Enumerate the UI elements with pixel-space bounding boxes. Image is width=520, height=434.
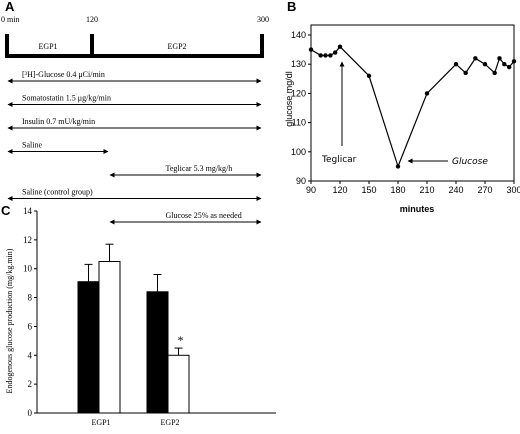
panel-letter-a: A	[5, 0, 15, 14]
data-point	[424, 91, 430, 96]
data-point	[395, 164, 401, 169]
protocol-label: Saline	[22, 141, 42, 150]
annotations: Teglicar Glucose	[321, 61, 488, 167]
y-tick-label: 130	[291, 59, 306, 69]
data-point	[366, 73, 372, 79]
timeline-bar	[5, 34, 264, 58]
data-point	[482, 61, 488, 67]
x-tick-label: EGP1	[91, 418, 110, 427]
y-axis-label: Endogenous glucose production (mg/kg.min…	[5, 248, 14, 393]
period-label-egp2: EGP2	[167, 42, 186, 51]
bar	[167, 354, 190, 414]
y-tick-label: 4	[28, 350, 33, 360]
data-point	[332, 50, 338, 55]
protocol-label: Teglicar 5.3 mg/kg/h	[166, 164, 233, 173]
time-label-start: 0 min	[1, 15, 19, 24]
y-tick-label: 6	[28, 321, 33, 331]
protocol-label: Saline (control group)	[22, 188, 93, 197]
time-label-mid: 120	[86, 15, 98, 24]
y-tick-label: 0	[28, 408, 33, 418]
protocol-label: [³H]-Glucose 0.4 μCi/min	[22, 70, 105, 79]
time-label-end: 300	[257, 15, 269, 24]
x-tick-label: 90	[306, 185, 316, 195]
x-tick-label: 210	[419, 185, 434, 195]
data-point	[497, 56, 502, 61]
x-tick-label: 180	[390, 185, 405, 195]
x-tick-label: 270	[477, 185, 492, 195]
annotation-teglicar: Teglicar	[321, 155, 357, 165]
glucose-line-chart: B glucose mg/dl minutes 90 120 150 180 210 24…	[284, 0, 520, 214]
annotation-glucose: Glucose	[452, 157, 488, 167]
y-tick-label: 90	[296, 176, 306, 186]
panel-letter-c: C	[1, 203, 11, 218]
x-tick-label: EGP2	[160, 418, 179, 427]
data-point	[328, 53, 333, 58]
axes	[308, 24, 515, 184]
data-point	[502, 61, 507, 67]
protocol-label: Glucose 25% as needed	[166, 211, 242, 220]
y-tick-label: 2	[28, 379, 33, 389]
x-tick-label: 120	[332, 185, 347, 195]
plot-frame	[310, 24, 515, 182]
period-label-egp1: EGP1	[38, 42, 57, 51]
data-point	[506, 64, 512, 70]
bar	[77, 281, 100, 414]
x-tick-label: 300	[506, 185, 520, 195]
protocol-rows: [³H]-Glucose 0.4 μCi/min Somatostatin 1.5…	[7, 70, 262, 225]
data-point	[463, 70, 468, 76]
x-tick-label: 150	[361, 185, 376, 195]
y-tick-label: 10	[23, 264, 33, 274]
y-tick-label: 12	[23, 235, 32, 245]
glucose-series	[308, 44, 517, 169]
y-tick-label: 120	[291, 88, 306, 98]
y-tick-label: 100	[291, 147, 306, 157]
y-tick-label: 14	[23, 206, 33, 216]
panel-letter-b: B	[287, 0, 296, 14]
x-axis-label: minutes	[400, 204, 435, 214]
data-point	[511, 59, 517, 64]
tick-labels: 90 120 150 180 210 240 270 300 90 100 110 120 130 140	[291, 30, 520, 195]
protocol-label: Somatostatin 1.5 μg/kg/min	[22, 94, 111, 103]
data-point	[473, 56, 478, 61]
y-axis-label: glucose mg/dl	[284, 71, 294, 127]
x-tick-label: 240	[448, 185, 463, 195]
egp-bar-chart: C Endogenous glucose production (mg/kg.m…	[1, 203, 276, 427]
bar	[98, 261, 121, 414]
data-point	[492, 70, 497, 76]
bars	[77, 243, 190, 414]
significance-marker: *	[178, 333, 184, 347]
y-tick-label: 140	[291, 30, 306, 40]
tick-labels: 0 2 4 6 8 10 12 14 EGP1 EGP2	[23, 206, 180, 427]
data-point	[337, 44, 343, 49]
data-point	[323, 53, 328, 58]
data-point	[318, 53, 323, 58]
y-tick-label: 8	[28, 293, 33, 303]
protocol-label: Insulin 0.7 mU/kg/min	[22, 117, 95, 126]
data-point	[453, 61, 459, 67]
protocol-diagram: A 0 min 120 300 EGP1 EGP2 [³H]-Glucose 0…	[1, 0, 269, 225]
bar	[146, 291, 169, 414]
data-point	[308, 47, 314, 52]
y-tick-label: 110	[292, 118, 306, 128]
